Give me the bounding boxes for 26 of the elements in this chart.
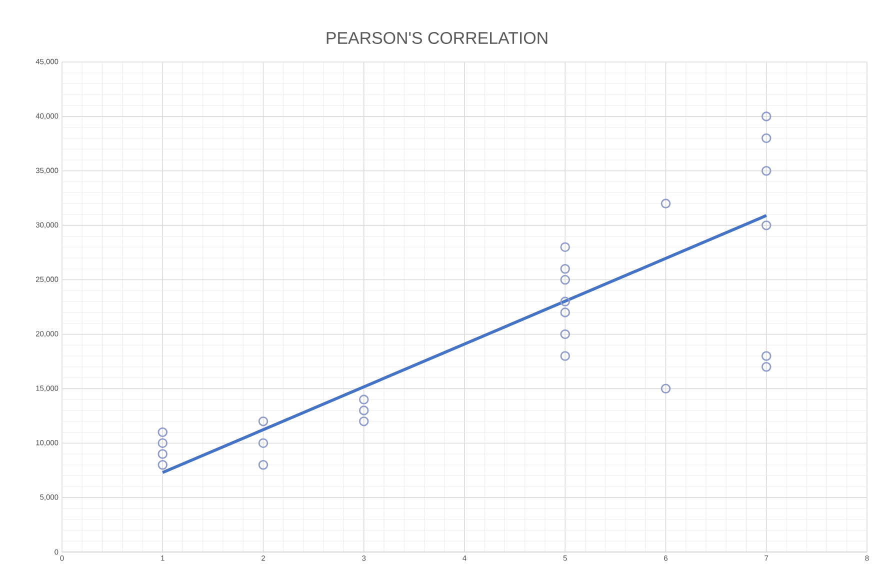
point [158,460,168,470]
point [560,351,570,361]
point [761,362,772,372]
point [560,274,570,285]
point [761,133,772,144]
point [258,460,268,470]
point [358,416,369,426]
point [761,112,772,122]
point [158,427,168,438]
point [560,242,570,252]
point [358,406,369,416]
point [761,351,772,361]
point [158,449,168,459]
point [660,384,671,394]
point [761,220,772,230]
point [560,308,570,318]
point [258,438,268,448]
point [660,198,671,208]
point [358,394,369,404]
point [560,329,570,340]
point [560,296,570,306]
point [158,438,168,448]
point [258,416,268,426]
point [560,264,570,274]
point [761,166,772,176]
chart-title: PEARSON'S CORRELATION [326,32,548,44]
